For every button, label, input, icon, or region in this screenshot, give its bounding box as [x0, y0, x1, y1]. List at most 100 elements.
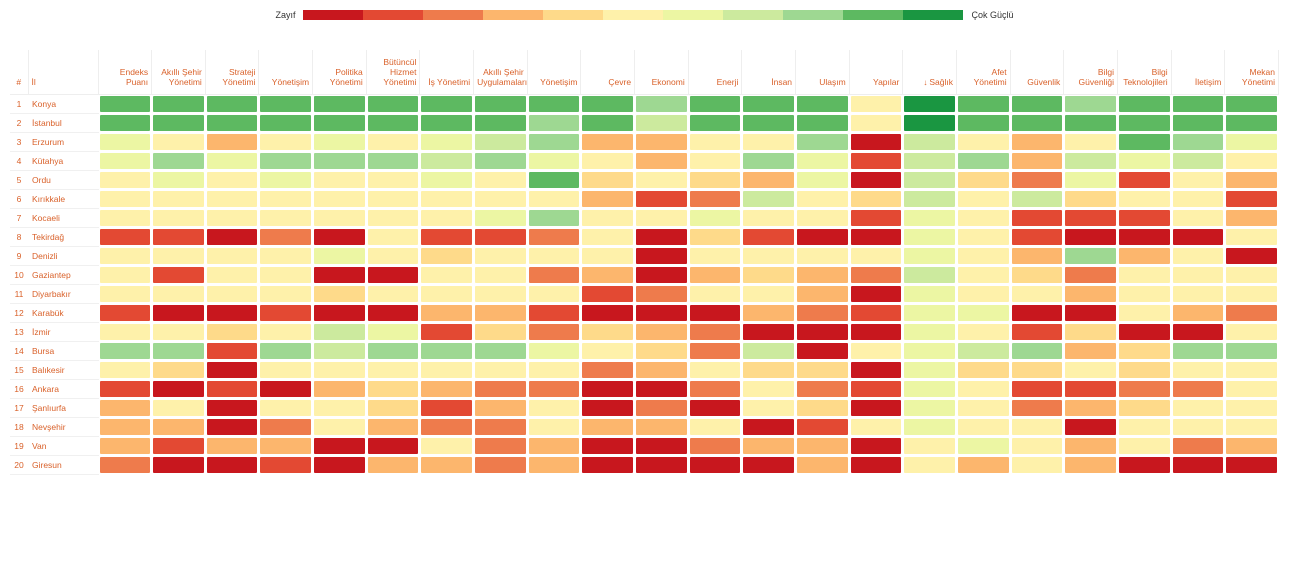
heatmap-cell[interactable] — [1065, 210, 1116, 226]
heatmap-cell[interactable] — [368, 438, 419, 454]
heatmap-cell[interactable] — [260, 210, 311, 226]
heatmap-cell[interactable] — [1226, 210, 1277, 226]
heatmap-cell[interactable] — [1119, 115, 1170, 131]
heatmap-cell[interactable] — [314, 115, 365, 131]
heatmap-cell[interactable] — [743, 248, 794, 264]
heatmap-cell[interactable] — [529, 438, 580, 454]
heatmap-cell[interactable] — [368, 343, 419, 359]
heatmap-cell[interactable] — [743, 362, 794, 378]
heatmap-cell[interactable] — [207, 438, 258, 454]
heatmap-cell[interactable] — [1226, 362, 1277, 378]
heatmap-cell[interactable] — [529, 229, 580, 245]
heatmap-cell[interactable] — [797, 457, 848, 473]
heatmap-cell[interactable] — [314, 286, 365, 302]
heatmap-cell[interactable] — [100, 400, 151, 416]
heatmap-cell[interactable] — [851, 153, 902, 169]
heatmap-cell[interactable] — [582, 172, 633, 188]
heatmap-cell[interactable] — [475, 96, 526, 112]
heatmap-cell[interactable] — [797, 134, 848, 150]
heatmap-cell[interactable] — [958, 229, 1009, 245]
heatmap-cell[interactable] — [207, 381, 258, 397]
heatmap-cell[interactable] — [421, 229, 472, 245]
heatmap-cell[interactable] — [475, 286, 526, 302]
column-header[interactable]: İl — [28, 50, 98, 94]
heatmap-cell[interactable] — [1173, 286, 1224, 302]
heatmap-cell[interactable] — [1065, 400, 1116, 416]
heatmap-cell[interactable] — [368, 267, 419, 283]
heatmap-cell[interactable] — [1226, 305, 1277, 321]
heatmap-cell[interactable] — [207, 362, 258, 378]
heatmap-cell[interactable] — [421, 286, 472, 302]
heatmap-cell[interactable] — [1012, 134, 1063, 150]
heatmap-cell[interactable] — [368, 115, 419, 131]
heatmap-cell[interactable] — [851, 134, 902, 150]
heatmap-cell[interactable] — [207, 134, 258, 150]
heatmap-cell[interactable] — [797, 362, 848, 378]
heatmap-cell[interactable] — [260, 305, 311, 321]
heatmap-cell[interactable] — [1012, 381, 1063, 397]
heatmap-cell[interactable] — [260, 419, 311, 435]
heatmap-cell[interactable] — [690, 343, 741, 359]
heatmap-cell[interactable] — [1119, 153, 1170, 169]
heatmap-cell[interactable] — [1065, 343, 1116, 359]
heatmap-cell[interactable] — [100, 324, 151, 340]
heatmap-cell[interactable] — [797, 172, 848, 188]
heatmap-cell[interactable] — [207, 457, 258, 473]
heatmap-cell[interactable] — [1012, 267, 1063, 283]
heatmap-cell[interactable] — [690, 419, 741, 435]
column-header[interactable]: Ulaşım — [796, 50, 850, 94]
heatmap-cell[interactable] — [153, 438, 204, 454]
heatmap-cell[interactable] — [1012, 248, 1063, 264]
heatmap-cell[interactable] — [1119, 381, 1170, 397]
heatmap-cell[interactable] — [421, 343, 472, 359]
heatmap-cell[interactable] — [1065, 248, 1116, 264]
column-header[interactable]: Endeks Puanı — [98, 50, 152, 94]
heatmap-cell[interactable] — [260, 96, 311, 112]
heatmap-cell[interactable] — [743, 229, 794, 245]
heatmap-cell[interactable] — [958, 362, 1009, 378]
heatmap-cell[interactable] — [904, 191, 955, 207]
heatmap-cell[interactable] — [1173, 115, 1224, 131]
heatmap-cell[interactable] — [636, 381, 687, 397]
column-header[interactable]: Yapılar — [849, 50, 903, 94]
heatmap-cell[interactable] — [582, 134, 633, 150]
column-header[interactable]: İş Yönetimi — [420, 50, 474, 94]
heatmap-cell[interactable] — [260, 381, 311, 397]
heatmap-cell[interactable] — [475, 153, 526, 169]
heatmap-cell[interactable] — [690, 134, 741, 150]
heatmap-cell[interactable] — [368, 305, 419, 321]
heatmap-cell[interactable] — [958, 324, 1009, 340]
heatmap-cell[interactable] — [1226, 191, 1277, 207]
heatmap-cell[interactable] — [958, 457, 1009, 473]
heatmap-cell[interactable] — [690, 172, 741, 188]
heatmap-cell[interactable] — [153, 400, 204, 416]
heatmap-cell[interactable] — [1012, 172, 1063, 188]
heatmap-cell[interactable] — [314, 305, 365, 321]
heatmap-cell[interactable] — [1012, 343, 1063, 359]
heatmap-cell[interactable] — [368, 96, 419, 112]
heatmap-cell[interactable] — [475, 381, 526, 397]
heatmap-cell[interactable] — [529, 115, 580, 131]
heatmap-cell[interactable] — [368, 381, 419, 397]
heatmap-cell[interactable] — [1226, 248, 1277, 264]
heatmap-cell[interactable] — [421, 96, 472, 112]
heatmap-cell[interactable] — [260, 115, 311, 131]
heatmap-cell[interactable] — [153, 96, 204, 112]
heatmap-cell[interactable] — [260, 400, 311, 416]
heatmap-cell[interactable] — [529, 457, 580, 473]
heatmap-cell[interactable] — [1065, 172, 1116, 188]
heatmap-cell[interactable] — [421, 324, 472, 340]
heatmap-cell[interactable] — [904, 305, 955, 321]
heatmap-cell[interactable] — [797, 96, 848, 112]
heatmap-cell[interactable] — [100, 172, 151, 188]
heatmap-cell[interactable] — [1226, 286, 1277, 302]
heatmap-cell[interactable] — [153, 153, 204, 169]
heatmap-cell[interactable] — [690, 248, 741, 264]
heatmap-cell[interactable] — [207, 210, 258, 226]
heatmap-cell[interactable] — [368, 400, 419, 416]
heatmap-cell[interactable] — [1226, 134, 1277, 150]
heatmap-cell[interactable] — [1226, 115, 1277, 131]
heatmap-cell[interactable] — [904, 362, 955, 378]
heatmap-cell[interactable] — [207, 419, 258, 435]
heatmap-cell[interactable] — [421, 438, 472, 454]
